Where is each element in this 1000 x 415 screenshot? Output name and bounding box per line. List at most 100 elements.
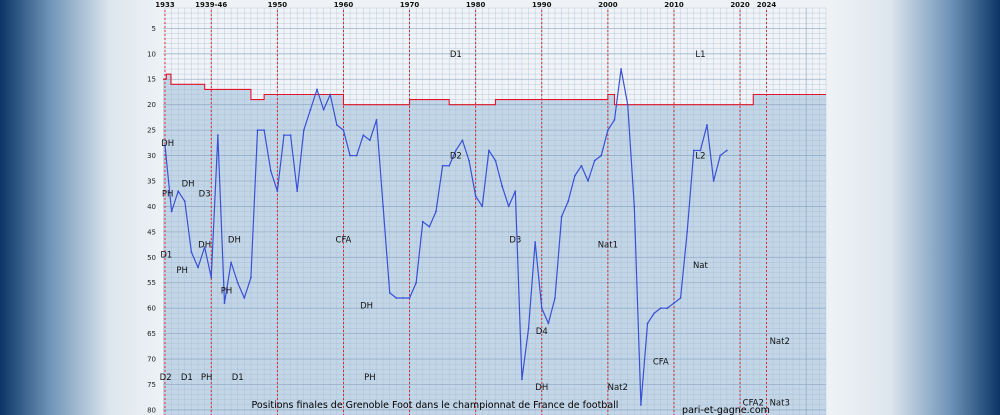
series-point-2008 bbox=[659, 307, 662, 310]
series-point-1971 bbox=[415, 281, 418, 284]
zone-label-2: DH bbox=[161, 139, 174, 149]
division-boundary-0 bbox=[163, 73, 826, 106]
zone-label-20: CFA bbox=[653, 358, 669, 368]
band-lower-divisions bbox=[163, 74, 826, 415]
series-point-1981 bbox=[481, 205, 484, 208]
series-point-1952 bbox=[289, 134, 292, 137]
series-point-1994 bbox=[567, 200, 570, 203]
x-tick-7: 2000 bbox=[598, 1, 618, 9]
division-labels: D1 L1 DH D2 L2 PH DH D3 DH DH CFA D3 Nat1 D1 PH PH Nat DH… bbox=[160, 50, 790, 408]
series-point-1976 bbox=[448, 164, 451, 167]
series-point-1937 bbox=[190, 251, 193, 254]
series-point-1986 bbox=[514, 190, 517, 193]
series-point-1977 bbox=[454, 149, 457, 152]
series-point-1942 bbox=[223, 302, 226, 304]
zone-label-13: D1 bbox=[160, 251, 172, 261]
zone-label-17: DH bbox=[360, 302, 373, 312]
x-tick-5: 1980 bbox=[466, 1, 486, 9]
x-tick-8: 2010 bbox=[664, 1, 684, 9]
x-tick-10: 2024 bbox=[757, 1, 777, 9]
series-point-2014 bbox=[699, 149, 702, 152]
series-point-1975 bbox=[441, 164, 444, 167]
series-point-1948 bbox=[263, 129, 266, 132]
series-point-1941 bbox=[216, 134, 219, 137]
series-point-1934 bbox=[170, 210, 173, 213]
y-tick-25: 25 bbox=[147, 127, 156, 135]
series-point-1984 bbox=[501, 185, 504, 187]
zone-label-0: D1 bbox=[450, 50, 462, 60]
x-tick-2: 1950 bbox=[268, 1, 288, 9]
series-point-1973 bbox=[428, 225, 431, 228]
series-point-1980 bbox=[474, 195, 477, 198]
zone-label-23: PH bbox=[201, 373, 213, 383]
y-tick-40: 40 bbox=[147, 203, 156, 211]
zone-label-9: DH bbox=[228, 235, 241, 245]
y-tick-50: 50 bbox=[147, 254, 156, 262]
series-point-1950 bbox=[276, 190, 279, 193]
series-point-2006 bbox=[646, 322, 649, 325]
y-tick-65: 65 bbox=[147, 330, 156, 338]
zone-label-18: D4 bbox=[536, 327, 548, 337]
series-point-2010 bbox=[673, 302, 675, 304]
series-point-2001 bbox=[613, 119, 616, 121]
series-point-1962 bbox=[355, 154, 358, 157]
x-tick-0: 1933 bbox=[155, 1, 175, 9]
y-tick-45: 45 bbox=[147, 228, 156, 236]
zone-label-26: DH bbox=[535, 383, 548, 393]
y-tick-15: 15 bbox=[147, 76, 156, 84]
series-point-1968 bbox=[395, 297, 398, 299]
x-tick-3: 1960 bbox=[334, 1, 354, 9]
zone-label-19: Nat2 bbox=[770, 337, 790, 347]
series-point-1958 bbox=[329, 93, 332, 96]
series-point-2011 bbox=[679, 297, 682, 299]
y-tick-30: 30 bbox=[147, 152, 156, 160]
zone-label-27: Nat2 bbox=[608, 383, 628, 393]
series-point-1943 bbox=[230, 261, 232, 264]
zone-label-12: Nat1 bbox=[598, 241, 618, 251]
series-point-1985 bbox=[507, 205, 510, 208]
series-point-2002 bbox=[620, 68, 622, 70]
series-point-2012 bbox=[686, 230, 689, 233]
series-point-1933 bbox=[164, 144, 166, 147]
y-tick-55: 55 bbox=[147, 279, 156, 287]
gridlines bbox=[163, 7, 827, 415]
zone-label-22: D1 bbox=[181, 373, 193, 383]
series-point-1972 bbox=[421, 220, 424, 223]
series-point-1954 bbox=[302, 129, 305, 132]
series-point-1993 bbox=[560, 215, 563, 218]
zone-label-24: D1 bbox=[232, 373, 244, 383]
series-point-2018 bbox=[725, 149, 728, 152]
y-tick-20: 20 bbox=[147, 101, 156, 109]
zone-label-5: PH bbox=[162, 190, 174, 200]
series-point-1978 bbox=[461, 139, 464, 142]
y-tick-labels: 5 10 15 20 25 30 35 40 45 50 55 60 65 70 75 80 bbox=[147, 25, 156, 415]
zone-label-28: CFA2 bbox=[743, 398, 764, 408]
series-point-1992 bbox=[554, 297, 556, 299]
series-point-2015 bbox=[706, 124, 708, 126]
zone-label-4: L2 bbox=[695, 152, 705, 162]
division-bands bbox=[163, 74, 826, 415]
x-tick-9: 2020 bbox=[730, 1, 750, 9]
series-point-1951 bbox=[283, 134, 285, 137]
y-tick-80: 80 bbox=[147, 406, 156, 414]
y-tick-70: 70 bbox=[147, 356, 156, 364]
series-point-2013 bbox=[692, 149, 695, 152]
zone-label-25: PH bbox=[364, 373, 376, 383]
series-point-1989 bbox=[534, 241, 537, 243]
zone-label-10: CFA bbox=[336, 235, 352, 245]
series-point-1936 bbox=[183, 200, 186, 203]
series-point-2005 bbox=[640, 403, 642, 406]
series-point-2007 bbox=[653, 312, 656, 315]
series-point-1961 bbox=[349, 154, 351, 157]
zone-label-15: PH bbox=[221, 286, 233, 296]
series-point-1999 bbox=[600, 154, 603, 157]
series-point-1935 bbox=[177, 190, 180, 193]
series-point-2009 bbox=[666, 307, 669, 310]
y-tick-35: 35 bbox=[147, 177, 156, 185]
source-credit: pari-et-gagne.com bbox=[682, 405, 770, 415]
x-tick-labels: 1933 1939-46 1950 1960 1970 1980 1990 2000 2010 2… bbox=[155, 1, 776, 9]
y-tick-60: 60 bbox=[147, 305, 156, 313]
y-tick-5: 5 bbox=[152, 25, 156, 33]
zone-label-6: DH bbox=[182, 180, 195, 190]
